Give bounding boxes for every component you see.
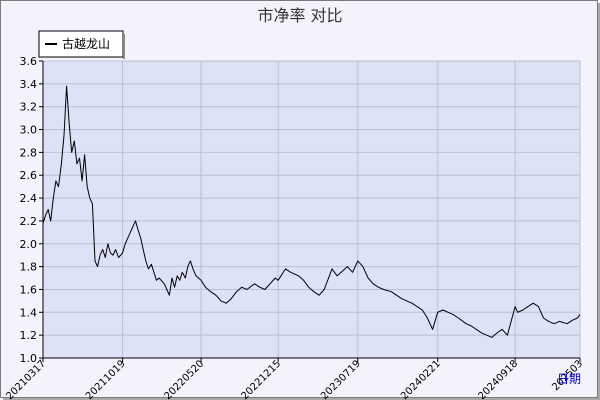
x-tick-label: 20240221 — [399, 358, 443, 400]
x-tick-label: 20220520 — [162, 358, 206, 400]
y-tick-label: 2.2 — [20, 215, 38, 228]
series-line-古越龙山 — [42, 85, 581, 338]
legend-label: 古越龙山 — [62, 36, 110, 51]
x-tick-label: 20211019 — [84, 358, 128, 400]
x-tick-label: 20221215 — [239, 358, 283, 400]
x-axis-ticks: 20210317 20211019 20220520 20221215 20230719… — [4, 358, 585, 400]
y-tick-label: 3.4 — [20, 78, 38, 91]
y-tick-label: 1.0 — [20, 352, 38, 365]
axes — [42, 61, 580, 359]
y-tick-label: 2.4 — [20, 192, 38, 205]
plot-area — [43, 61, 580, 358]
y-tick-label: 1.2 — [20, 329, 38, 342]
y-tick-label: 2.6 — [20, 169, 38, 182]
series-layer — [42, 85, 581, 338]
y-tick-label: 3.0 — [20, 124, 38, 137]
y-axis-ticks: 1.0 1.2 1.4 1.6 1.8 2.0 2.2 2.4 2.6 2.8 3.0 3.2 3.4 3… — [20, 55, 43, 365]
legend: 古越龙山 — [38, 30, 125, 59]
y-tick-label: 3.6 — [20, 55, 38, 68]
x-tick-label: 20230719 — [319, 358, 363, 400]
y-tick-label: 1.6 — [20, 283, 38, 296]
y-tick-label: 2.8 — [20, 146, 38, 159]
chart-title: 市净率 对比 — [257, 6, 342, 25]
y-tick-label: 2.0 — [20, 238, 38, 251]
x-axis-label: 日期 — [557, 372, 581, 386]
y-tick-label: 1.8 — [20, 261, 38, 274]
x-tick-label: 20240918 — [476, 358, 520, 400]
y-tick-label: 1.4 — [20, 306, 38, 319]
legend-box-shadow — [123, 34, 125, 59]
y-tick-label: 3.2 — [20, 101, 38, 114]
